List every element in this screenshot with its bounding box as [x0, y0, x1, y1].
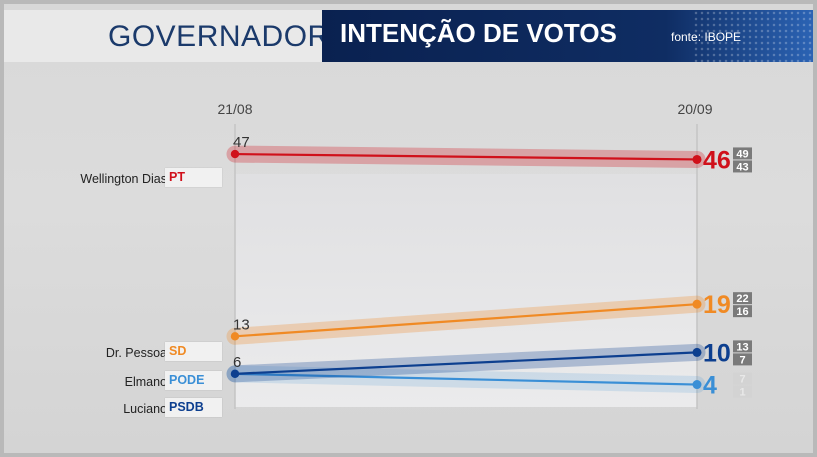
x-tick-start: 21/08	[217, 101, 252, 117]
range-low-label: 43	[736, 161, 748, 173]
header-band: INTENÇÃO DE VOTOS fonte: IBOPE	[322, 10, 813, 62]
range-low-box	[733, 385, 752, 398]
party-label: PODE	[169, 373, 205, 387]
header-subtitle: INTENÇÃO DE VOTOS	[340, 18, 617, 48]
series-line	[234, 152, 698, 161]
end-point	[692, 347, 702, 357]
range-high-box	[733, 292, 752, 305]
start-value-label: 13	[233, 316, 250, 333]
range-high-label: 22	[736, 293, 748, 305]
range-high-label: 13	[736, 341, 748, 353]
range-high-box	[733, 372, 752, 385]
plot-panel	[235, 174, 697, 407]
range-low-label: 1	[739, 387, 745, 399]
party-label: SD	[169, 344, 187, 358]
end-point	[692, 299, 702, 309]
range-low-label: 7	[739, 354, 745, 366]
x-tick-end: 20/09	[677, 101, 712, 117]
header: GOVERNADOR INTENÇÃO DE VOTOS fonte: IBOP…	[4, 10, 813, 62]
start-value-label: 6	[233, 354, 241, 371]
series-line	[234, 372, 698, 386]
range-low-box	[733, 353, 752, 366]
series-line	[234, 303, 698, 338]
range-low-box	[733, 305, 752, 318]
range-high-label: 7	[739, 374, 745, 386]
range-high-box	[733, 147, 752, 160]
party-label: PSDB	[169, 400, 204, 414]
range-low-box	[733, 160, 752, 173]
end-value-label: 4	[703, 372, 717, 400]
range-low-label: 16	[736, 306, 748, 318]
party-label: PT	[169, 170, 185, 184]
range-high-label: 49	[736, 148, 748, 160]
party-badge: PT	[165, 168, 222, 187]
start-point	[230, 332, 240, 341]
candidate-name: Dr. Pessoa	[105, 346, 167, 360]
end-value-label: 19	[703, 291, 731, 319]
start-point	[230, 369, 240, 379]
candidate-name: Wellington Dias	[80, 172, 167, 186]
end-point	[692, 380, 702, 390]
candidate-name: Elmano	[124, 375, 167, 389]
start-point	[230, 149, 240, 159]
candidate-name: Luciano	[123, 402, 167, 416]
series-line	[234, 351, 698, 375]
party-badge: SD	[165, 342, 222, 361]
party-badge: PODE	[165, 371, 222, 390]
start-value-label: 47	[233, 134, 250, 151]
party-badge: PSDB	[165, 398, 222, 417]
end-point	[692, 154, 702, 164]
end-value-label: 10	[703, 339, 731, 367]
header-title: GOVERNADOR	[108, 20, 330, 53]
chart-frame: GOVERNADOR INTENÇÃO DE VOTOS fonte: IBOP…	[4, 4, 813, 453]
end-value-label: 46	[703, 146, 731, 174]
range-high-box	[733, 340, 752, 353]
